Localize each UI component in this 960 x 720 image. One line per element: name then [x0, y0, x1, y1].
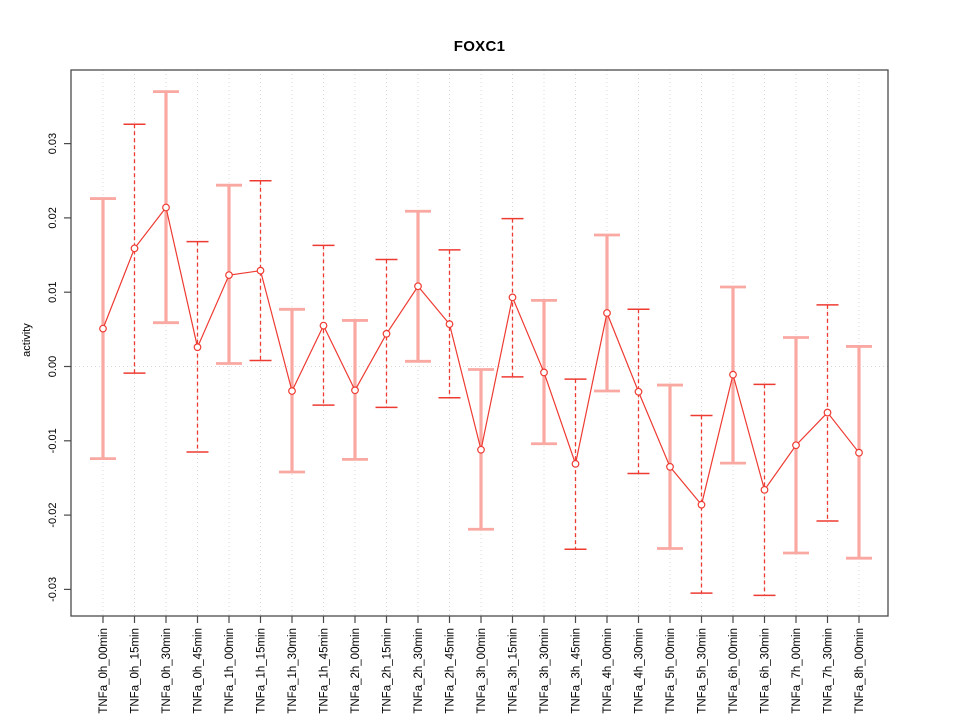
chart-title: FOXC1: [453, 38, 506, 55]
x-tick-label: TNFa_1h_15min: [256, 628, 268, 714]
x-tick-label: TNFa_3h_15min: [508, 628, 520, 714]
x-tick-label: TNFa_7h_30min: [823, 628, 835, 714]
x-tick-label: TNFa_1h_00min: [224, 628, 236, 714]
x-tick-label: TNFa_6h_00min: [728, 628, 740, 714]
x-tick-label: TNFa_1h_30min: [287, 628, 299, 714]
data-point: [540, 368, 548, 377]
data-point: [508, 293, 517, 302]
y-tick-label: 0.02: [47, 207, 59, 228]
x-tick-label: TNFa_3h_30min: [539, 628, 551, 714]
x-tick-label: TNFa_3h_00min: [476, 628, 488, 714]
y-tick-label: -0.01: [47, 428, 59, 453]
y-axis-label: activity: [21, 323, 33, 357]
x-tick-label: TNFa_2h_00min: [350, 628, 362, 714]
y-tick-label: 0.01: [47, 281, 59, 302]
data-point: [445, 320, 454, 329]
x-tick-label: TNFa_4h_00min: [602, 628, 614, 714]
x-tick-label: TNFa_5h_00min: [665, 628, 677, 714]
data-point: [382, 329, 391, 338]
x-tick-label: TNFa_0h_15min: [130, 628, 142, 714]
y-tick-label: -0.02: [47, 503, 59, 528]
data-point: [729, 370, 737, 379]
data-point: [571, 459, 580, 468]
data-point: [288, 387, 296, 395]
data-point: [130, 244, 139, 253]
x-tick-label: TNFa_3h_45min: [571, 628, 583, 714]
x-tick-label: TNFa_2h_15min: [382, 628, 394, 714]
data-point: [855, 448, 863, 457]
data-point: [256, 266, 265, 275]
data-point: [634, 387, 643, 396]
data-point: [697, 500, 706, 509]
data-point: [225, 271, 233, 280]
data-point: [823, 408, 832, 417]
data-point: [162, 203, 170, 212]
data-point: [193, 343, 202, 352]
y-tick-label: -0.03: [47, 577, 59, 602]
x-tick-label: TNFa_6h_30min: [760, 628, 772, 714]
x-tick-label: TNFa_2h_45min: [445, 628, 457, 714]
y-tick-label: 0.00: [47, 356, 59, 377]
x-tick-label: TNFa_5h_30min: [697, 628, 709, 714]
y-tick-label: 0.03: [47, 133, 59, 154]
data-point: [99, 324, 107, 333]
data-point: [351, 386, 359, 395]
data-point: [414, 282, 422, 291]
x-tick-label: TNFa_7h_00min: [791, 628, 803, 714]
data-point: [666, 462, 674, 471]
x-tick-label: TNFa_4h_30min: [634, 628, 646, 714]
data-point: [319, 321, 328, 330]
plot-border: [70, 69, 889, 617]
data-point: [477, 445, 485, 454]
data-point: [792, 441, 800, 450]
data-point: [603, 309, 611, 317]
x-tick-label: TNFa_0h_00min: [98, 628, 110, 714]
x-tick-label: TNFa_0h_45min: [193, 628, 205, 714]
x-tick-label: TNFa_0h_30min: [161, 628, 173, 714]
x-tick-label: TNFa_1h_45min: [319, 628, 331, 714]
x-tick-label: TNFa_2h_30min: [413, 628, 425, 714]
x-tick-label: TNFa_8h_00min: [854, 628, 866, 714]
data-point: [760, 485, 769, 494]
